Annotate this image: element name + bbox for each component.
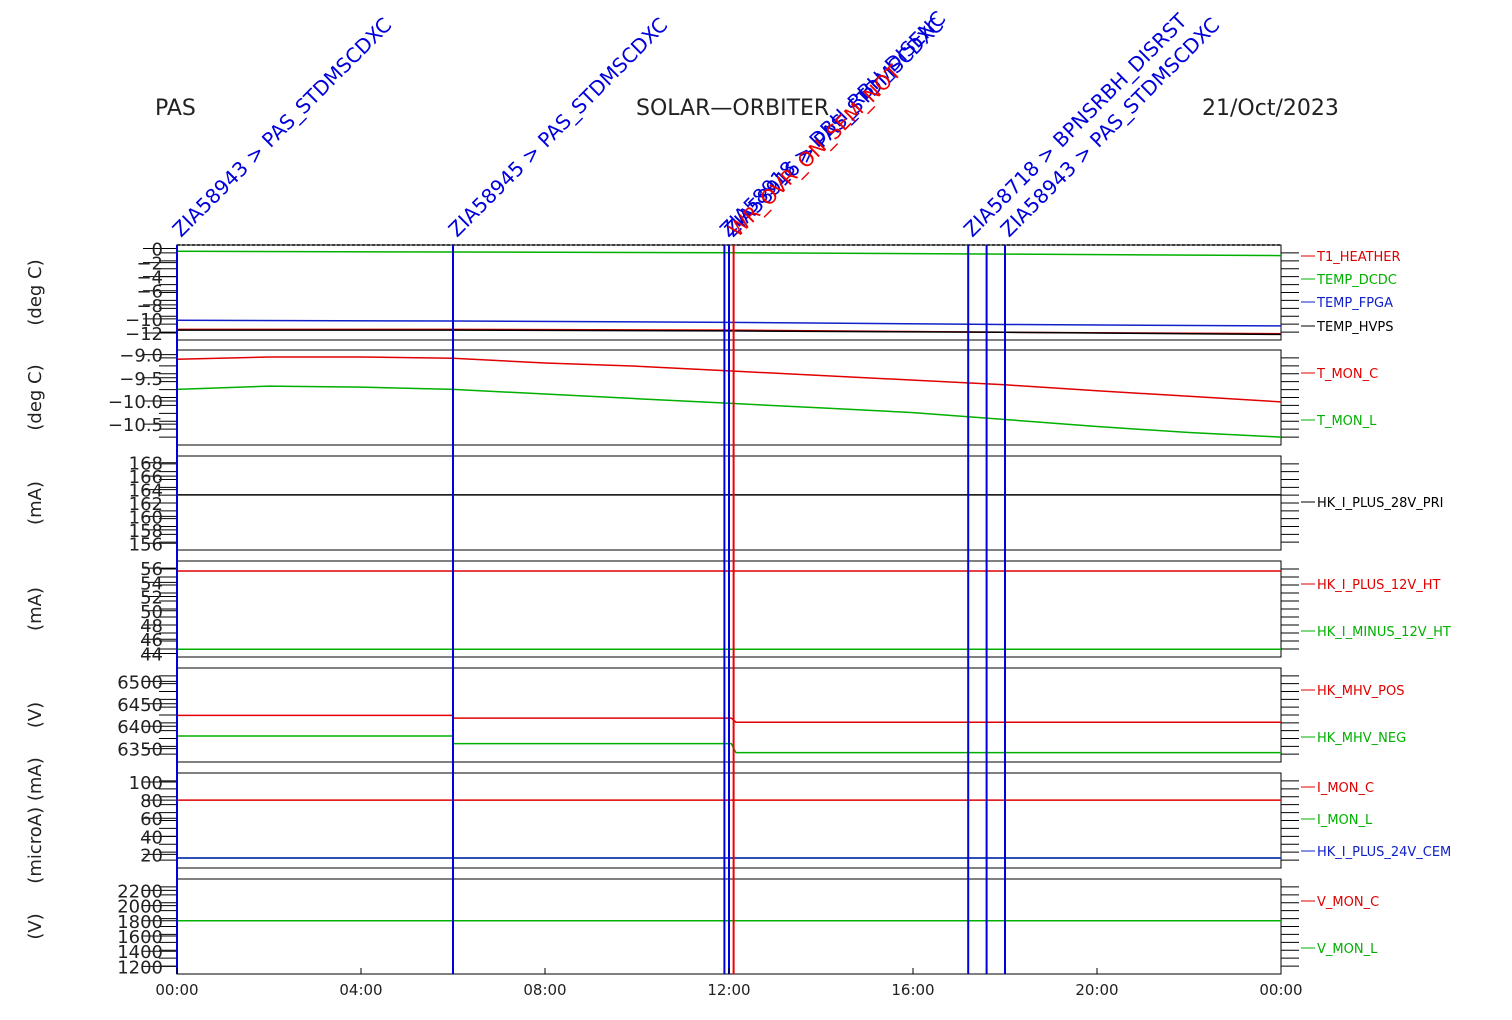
series-line xyxy=(177,714,1281,723)
y-tick-label: 52 xyxy=(140,588,163,609)
y-axis-label: (mA) xyxy=(25,587,46,631)
legend-label: TEMP_FPGA xyxy=(1316,296,1393,311)
y-tick-label: 156 xyxy=(129,534,163,555)
y-tick-label: 164 xyxy=(129,481,163,502)
x-tick-label: 16:00 xyxy=(891,981,934,999)
legend-label: HK_MHV_POS xyxy=(1317,684,1405,699)
y-tick-label: −9.0 xyxy=(119,346,163,367)
y-tick-label: 6500 xyxy=(117,672,163,693)
event-label: ZIA58943 > PAS_STDMSCDXC xyxy=(168,13,397,242)
y-tick-label: 6350 xyxy=(117,740,163,761)
y-tick-label: 100 xyxy=(129,773,163,794)
legend-label: V_MON_C xyxy=(1317,895,1379,910)
header-instrument: PAS xyxy=(155,96,196,121)
y-tick-label: −2 xyxy=(136,254,163,275)
event-label: ZIA58718 > BPNSRBH_DISRST xyxy=(959,8,1192,241)
legend-label: T_MON_C xyxy=(1316,367,1378,382)
y-tick-label: −10.5 xyxy=(108,415,163,436)
y-tick-label: −10 xyxy=(125,310,163,331)
y-tick-label: 2000 xyxy=(117,897,163,918)
legend-label: T_MON_L xyxy=(1316,414,1377,429)
y-tick-label: 160 xyxy=(129,507,163,528)
x-tick-label: 04:00 xyxy=(339,981,382,999)
y-axis-label: (V) xyxy=(25,702,46,728)
y-axis-label: (mA) xyxy=(25,481,46,525)
y-tick-label: 1400 xyxy=(117,942,163,963)
event-label: ZIA58945 > PAS_STDMSCDXC xyxy=(444,13,673,242)
y-tick-label: 6450 xyxy=(117,695,163,716)
series-line xyxy=(177,735,1281,754)
y-tick-label: 20 xyxy=(140,845,163,866)
y-axis-label: (deg C) xyxy=(25,364,46,430)
y-tick-label: 44 xyxy=(140,644,163,665)
legend-label: I_MON_C xyxy=(1317,781,1374,796)
y-tick-label: 162 xyxy=(129,494,163,515)
y-tick-label: 40 xyxy=(140,827,163,848)
y-tick-label: 80 xyxy=(140,791,163,812)
legend-label: HK_I_PLUS_12V_HT xyxy=(1317,578,1441,593)
y-tick-label: 50 xyxy=(140,602,163,623)
legend-label: HK_I_MINUS_12V_HT xyxy=(1317,625,1451,640)
event-label: WR_OVR_ON_SEM_NOT xyxy=(724,59,906,241)
legend-label: TEMP_DCDC xyxy=(1316,273,1397,288)
y-axis-label: (V) xyxy=(25,913,46,939)
y-tick-label: −9.5 xyxy=(119,369,163,390)
event-label: ZIA58943 > PAS_STDMSCDXC xyxy=(996,13,1225,242)
y-tick-label: 0 xyxy=(152,240,163,261)
legend-label: HK_I_PLUS_28V_PRI xyxy=(1317,496,1443,511)
y-tick-label: 60 xyxy=(140,809,163,830)
y-axis-label: (microA) (mA) xyxy=(25,757,46,883)
y-tick-label: 1800 xyxy=(117,912,163,933)
y-tick-label: 56 xyxy=(140,559,163,580)
legend-label: TEMP_HVPS xyxy=(1316,320,1393,335)
y-tick-label: 2200 xyxy=(117,881,163,902)
legend-label: T1_HEATHER xyxy=(1316,250,1401,265)
header-date: 21/Oct/2023 xyxy=(1202,96,1339,121)
y-tick-label: 54 xyxy=(140,573,163,594)
y-tick-label: 168 xyxy=(129,454,163,475)
y-tick-label: 1200 xyxy=(117,957,163,978)
y-tick-label: −4 xyxy=(136,268,163,289)
x-tick-label: 12:00 xyxy=(707,981,750,999)
y-tick-label: 158 xyxy=(129,521,163,542)
y-tick-label: 46 xyxy=(140,630,163,651)
y-tick-label: −8 xyxy=(136,296,163,317)
x-tick-label: 20:00 xyxy=(1075,981,1118,999)
y-axis-label: (deg C) xyxy=(25,259,46,325)
y-tick-label: 166 xyxy=(129,467,163,488)
legend-label: V_MON_L xyxy=(1317,942,1378,957)
y-tick-label: −6 xyxy=(136,282,163,303)
x-tick-label: 00:00 xyxy=(155,981,198,999)
y-tick-label: 1600 xyxy=(117,927,163,948)
x-tick-label: 00:00 xyxy=(1259,981,1302,999)
x-tick-label: 08:00 xyxy=(523,981,566,999)
y-tick-label: 6400 xyxy=(117,717,163,738)
legend-label: HK_MHV_NEG xyxy=(1317,731,1406,746)
y-tick-label: −10.0 xyxy=(108,392,163,413)
header-mission: SOLAR—ORBITER xyxy=(636,96,830,121)
legend-label: HK_I_PLUS_24V_CEM xyxy=(1317,845,1451,860)
y-tick-label: 48 xyxy=(140,616,163,637)
y-tick-label: −12 xyxy=(125,324,163,345)
legend-label: I_MON_L xyxy=(1317,813,1373,828)
